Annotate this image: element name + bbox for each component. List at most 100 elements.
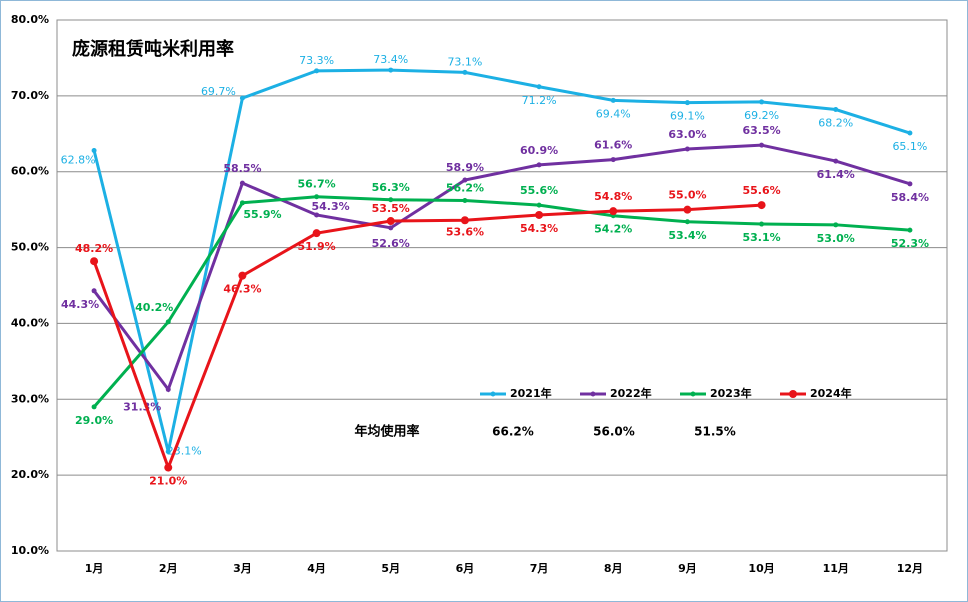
data-label: 55.6% <box>742 184 780 197</box>
series-line <box>92 143 911 393</box>
point <box>462 198 468 204</box>
point <box>683 205 692 214</box>
data-label: 53.5% <box>372 202 410 215</box>
legend-label: 2022年 <box>610 386 652 400</box>
y-tick-label: 30.0% <box>11 392 49 405</box>
data-label: 58.5% <box>223 162 261 175</box>
data-label: 54.8% <box>594 190 632 203</box>
point <box>907 130 913 136</box>
y-tick-label: 10.0% <box>11 544 49 557</box>
point <box>609 207 618 216</box>
point <box>239 200 245 206</box>
annotation-label: 年均使用率 <box>354 424 419 440</box>
data-label: 55.0% <box>668 189 706 202</box>
data-label: 56.3% <box>372 181 410 194</box>
data-label: 54.3% <box>311 200 349 213</box>
point <box>90 257 99 266</box>
y-tick-label: 20.0% <box>11 468 49 481</box>
data-label: 46.3% <box>223 283 261 296</box>
data-label: 65.1% <box>892 140 927 153</box>
point <box>757 201 766 210</box>
point <box>536 162 542 168</box>
data-label: 53.0% <box>817 232 855 245</box>
x-tick-label: 11月 <box>823 562 849 575</box>
annotation-value: 51.5% <box>694 425 736 439</box>
point <box>833 222 839 228</box>
data-label: 63.0% <box>668 128 706 141</box>
data-label: 44.3% <box>61 298 99 311</box>
point <box>386 217 395 226</box>
data-label: 73.1% <box>447 55 482 68</box>
x-tick-label: 1月 <box>85 562 104 575</box>
x-tick-label: 7月 <box>530 562 549 575</box>
data-label: 53.1% <box>742 231 780 244</box>
y-tick-label: 60.0% <box>11 165 49 178</box>
data-label: 53.4% <box>668 229 706 242</box>
data-label: 69.1% <box>670 110 705 123</box>
point <box>462 177 468 183</box>
x-tick-label: 5月 <box>381 562 400 575</box>
point <box>312 229 321 238</box>
point <box>314 68 320 74</box>
point <box>165 449 171 455</box>
point <box>314 194 320 200</box>
point <box>759 99 765 105</box>
plot-border <box>56 19 948 552</box>
series-line <box>92 68 911 452</box>
point <box>460 216 469 225</box>
point <box>536 202 542 208</box>
y-tick-label: 40.0% <box>11 316 49 329</box>
point <box>684 100 690 106</box>
point <box>388 197 394 203</box>
data-label: 68.2% <box>818 117 853 130</box>
legend-marker <box>490 391 496 397</box>
y-tick-label: 70.0% <box>11 89 49 102</box>
legend-marker <box>690 391 696 397</box>
data-label: 69.2% <box>744 109 779 122</box>
point <box>536 84 542 90</box>
point <box>314 212 320 218</box>
point <box>164 463 173 472</box>
data-label: 51.9% <box>297 240 335 253</box>
data-label: 60.9% <box>520 144 558 157</box>
x-tick-label: 2月 <box>159 562 178 575</box>
data-label: 56.7% <box>297 178 335 191</box>
point <box>833 107 839 113</box>
point <box>833 158 839 164</box>
data-label: 62.8% <box>61 153 96 166</box>
point <box>388 225 394 231</box>
annotation-value: 56.0% <box>593 425 635 439</box>
data-label: 58.4% <box>891 191 929 204</box>
data-label: 61.6% <box>594 139 632 152</box>
point <box>238 271 247 280</box>
data-label: 69.4% <box>596 107 631 120</box>
legend-label: 2023年 <box>710 386 752 400</box>
data-label: 31.3% <box>123 400 161 413</box>
data-label: 54.2% <box>594 223 632 236</box>
point <box>610 157 616 163</box>
point <box>165 386 171 392</box>
series-line <box>92 203 762 472</box>
x-tick-label: 9月 <box>678 562 697 575</box>
point <box>462 69 468 75</box>
data-label: 71.2% <box>522 94 557 107</box>
point <box>759 142 765 148</box>
data-label: 48.2% <box>75 242 113 255</box>
point <box>684 146 690 152</box>
data-label: 40.2% <box>135 301 173 314</box>
point <box>239 180 245 186</box>
data-label: 29.0% <box>75 414 113 427</box>
data-label: 52.6% <box>372 237 410 250</box>
point <box>239 95 245 101</box>
legend-label: 2024年 <box>810 386 852 400</box>
data-label: 21.0% <box>149 475 187 488</box>
annotation-value: 66.2% <box>492 425 534 439</box>
x-tick-label: 10月 <box>748 562 774 575</box>
point <box>535 210 544 219</box>
chart-title: 庞源租赁吨米利用率 <box>72 38 234 60</box>
point <box>91 404 97 410</box>
data-label: 54.3% <box>520 222 558 235</box>
data-label: 63.5% <box>742 124 780 137</box>
